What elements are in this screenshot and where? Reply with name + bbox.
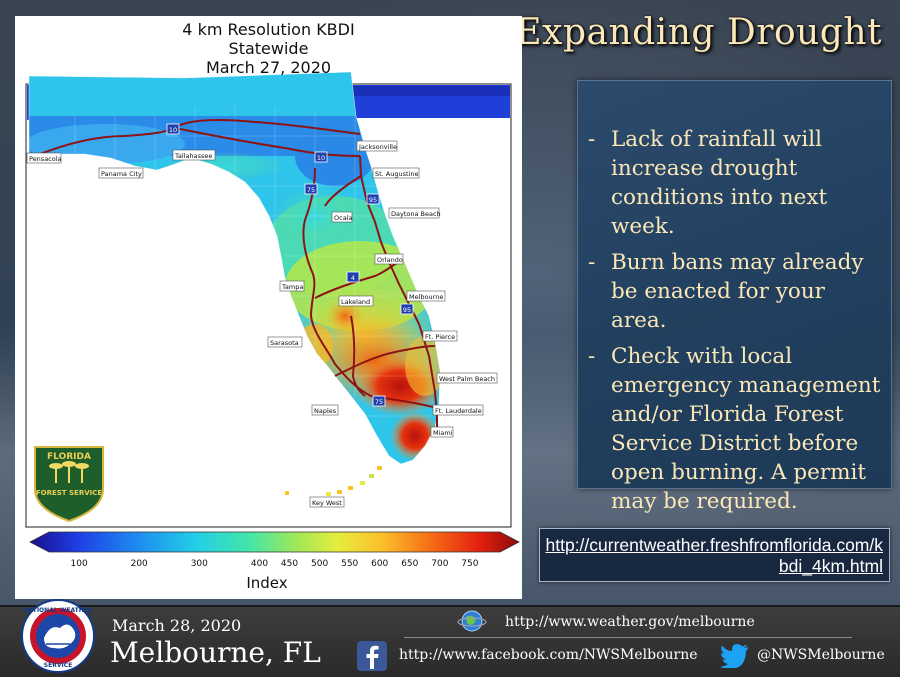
bullet-text: Lack of rainfall will increase drought c…: [611, 127, 828, 239]
city-key-west: Key West: [309, 496, 345, 508]
city-label: Sarasota: [270, 339, 299, 347]
city-ocala: Ocala: [331, 211, 352, 223]
logo-bottom-text: FOREST SERVICE: [36, 489, 103, 497]
bullet-marker: -: [588, 127, 596, 152]
bullet-panel: - Lack of rainfall will increase drought …: [577, 80, 892, 514]
city-label: Lakeland: [341, 298, 370, 306]
bullet-item: - Lack of rainfall will increase drought …: [584, 125, 883, 241]
footer-bar: [0, 605, 900, 677]
map-title-line-1: 4 km Resolution KBDI: [182, 20, 355, 39]
city-label: Key West: [312, 499, 342, 507]
city-daytona-beach: Daytona Beach: [388, 207, 441, 219]
interstate-95-shield-south: 95: [403, 306, 411, 314]
footer-office: Melbourne, FL: [110, 636, 321, 669]
twitter-handle[interactable]: @NWSMelbourne: [757, 647, 885, 663]
city-lakeland: Lakeland: [338, 295, 374, 307]
city-labels: Pensacola Tallahassee Panama City Jackso…: [26, 140, 498, 508]
city-naples: Naples: [311, 404, 339, 416]
bullet-list: - Lack of rainfall will increase drought …: [578, 81, 891, 516]
colorbar-tick-label: 750: [461, 559, 478, 569]
bullet-item: - Check with local emergency management a…: [584, 342, 883, 516]
city-label: Tampa: [281, 283, 303, 291]
colorbar-tick-label: 500: [311, 559, 328, 569]
bullet-marker: -: [588, 344, 596, 369]
city-pensacola: Pensacola: [26, 152, 62, 164]
city-label: Melbourne: [409, 293, 443, 301]
map-title: 4 km Resolution KBDI Statewide March 27,…: [15, 20, 522, 77]
city-jacksonville: Jacksonville: [356, 140, 398, 152]
city-sarasota: Sarasota: [267, 336, 303, 348]
nws-logo: NATIONAL WEATHER SERVICE: [21, 599, 95, 673]
city-label: Ft. Lauderdale: [435, 407, 482, 415]
city-miami: Miami: [430, 426, 454, 438]
footer-divider: [404, 637, 852, 638]
interstate-95-shield-north: 95: [369, 196, 377, 204]
colorbar-tick-label: 700: [431, 559, 448, 569]
kbdi-url-link[interactable]: http://currentweather.freshfromflorida.c…: [545, 535, 884, 576]
colorbar-ticks: 100 200 300 400 450 500 550 600 650 700 750: [71, 559, 479, 569]
colorbar: 100 200 300 400 450 500 550 600 650 700 750 Index: [29, 531, 520, 592]
city-label: Orlando: [377, 256, 403, 264]
city-label: Jacksonville: [358, 143, 397, 151]
bullet-marker: -: [588, 250, 596, 275]
colorbar-tick-label: 300: [191, 559, 208, 569]
city-label: St. Augustine: [375, 170, 418, 178]
city-orlando: Orlando: [374, 253, 404, 265]
twitter-icon[interactable]: [720, 644, 750, 668]
interstate-10-shield-east: 10: [317, 154, 325, 162]
interstate-4-shield: 4: [351, 274, 355, 282]
map-title-line-2: Statewide: [228, 39, 309, 58]
colorbar-label: Index: [246, 574, 287, 592]
nws-logo-bottom-text: SERVICE: [44, 662, 72, 669]
bullet-item: - Burn bans may already be enacted for yo…: [584, 248, 883, 335]
city-tallahassee: Tallahassee: [172, 149, 216, 161]
colorbar-tick-label: 100: [71, 559, 88, 569]
city-st-augustine: St. Augustine: [372, 167, 420, 179]
facebook-icon[interactable]: [357, 641, 387, 671]
colorbar-tick-label: 200: [131, 559, 148, 569]
city-label: Naples: [314, 407, 337, 415]
colorbar-tick-label: 650: [401, 559, 418, 569]
city-ft-pierce: Ft. Pierce: [422, 330, 458, 342]
facebook-link[interactable]: http://www.facebook.com/NWSMelbourne: [399, 647, 698, 663]
city-panama-city: Panama City: [98, 167, 144, 179]
logo-top-text: FLORIDA: [47, 452, 91, 462]
interstate-shields: 10 10 75 95 4 95 75: [166, 123, 414, 407]
florida-keys: [285, 466, 382, 496]
florida-forest-service-logo: FLORIDA FOREST SERVICE: [34, 446, 104, 523]
colorbar-tick-label: 450: [281, 559, 298, 569]
city-west-palm-beach: West Palm Beach: [436, 372, 498, 384]
city-label: Ocala: [334, 214, 352, 222]
kbdi-map-card: 10 10 75 95 4 95 75 Pensacola Tallahasse…: [15, 16, 522, 599]
nws-logo-top-text: NATIONAL WEATHER: [24, 607, 93, 614]
colorbar-gradient: [29, 531, 520, 553]
colorbar-tick-label: 550: [341, 559, 358, 569]
city-label: Panama City: [101, 170, 142, 178]
city-tampa: Tampa: [279, 280, 305, 292]
bullet-text: Check with local emergency management an…: [611, 344, 881, 514]
city-label: Daytona Beach: [391, 210, 441, 218]
interstate-10-shield-west: 10: [169, 126, 177, 134]
city-ft-lauderdale: Ft. Lauderdale: [432, 404, 484, 416]
bullet-text: Burn bans may already be enacted for you…: [611, 250, 864, 333]
slide-title: Expanding Drought: [515, 12, 882, 53]
city-label: Pensacola: [29, 155, 62, 163]
city-melbourne: Melbourne: [406, 290, 446, 302]
interstate-75-shield-north: 75: [307, 186, 315, 194]
city-label: Tallahassee: [174, 152, 212, 160]
city-label: Ft. Pierce: [425, 333, 455, 341]
colorbar-tick-label: 600: [371, 559, 388, 569]
city-label: Miami: [433, 429, 453, 437]
website-link[interactable]: http://www.weather.gov/melbourne: [505, 614, 755, 630]
globe-icon: [457, 610, 487, 632]
city-label: West Palm Beach: [439, 375, 495, 383]
footer-date: March 28, 2020: [112, 616, 242, 635]
url-box: http://currentweather.freshfromflorida.c…: [539, 528, 890, 582]
map-title-line-3: March 27, 2020: [205, 58, 332, 77]
palm-trees-icon: [49, 461, 89, 483]
colorbar-tick-label: 400: [251, 559, 268, 569]
interstate-75-shield-south: 75: [375, 398, 383, 406]
kbdi-map: 10 10 75 95 4 95 75 Pensacola Tallahasse…: [25, 71, 520, 592]
